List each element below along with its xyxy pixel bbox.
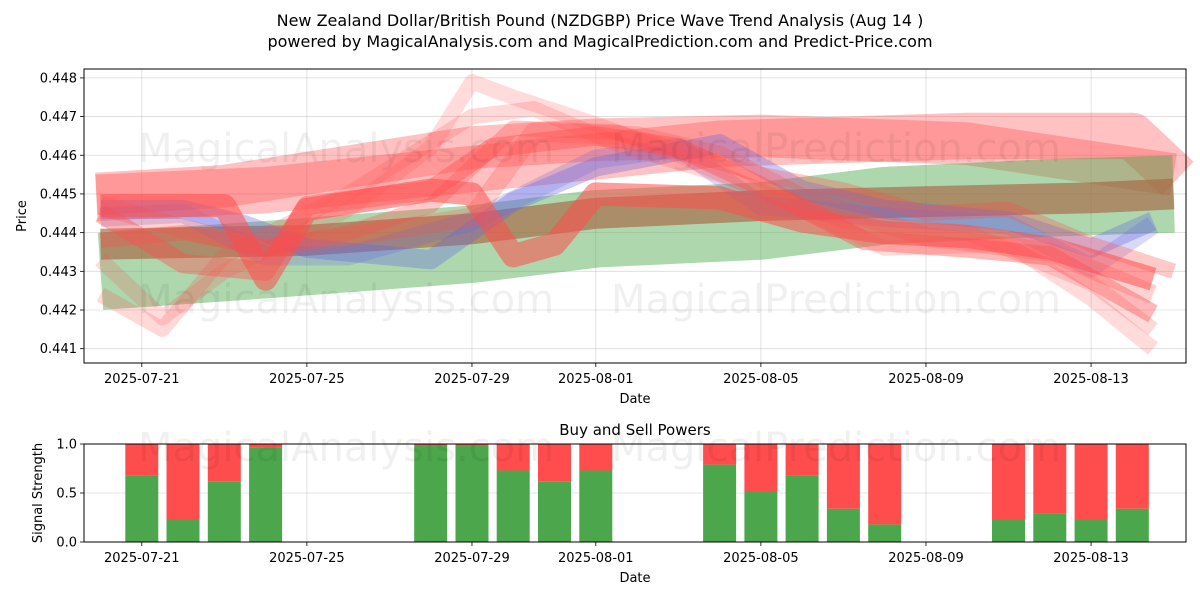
buy-bar <box>1033 513 1067 542</box>
sell-bar <box>1074 444 1108 520</box>
price-x-tick-label: 2025-08-13 <box>1053 372 1129 387</box>
watermark-analysis-signal: MagicalAnalysis.com <box>138 425 554 471</box>
signal-x-tick-label: 2025-08-05 <box>723 551 799 566</box>
price-x-tick-label: 2025-08-01 <box>558 372 634 387</box>
buy-bar <box>703 464 737 542</box>
price-wave-bands <box>95 74 1194 355</box>
wave-band-red-9 <box>100 178 1157 291</box>
price-y-tick-label: 0.441 <box>40 342 77 357</box>
sell-bar <box>868 444 902 525</box>
buy-bar <box>455 446 489 542</box>
watermark-prediction-signal: MagicalPrediction.com <box>611 425 1061 471</box>
sell-bar <box>1033 444 1067 514</box>
wave-band-red-11 <box>99 120 1177 279</box>
price-plot-frame <box>83 68 1187 364</box>
signal-x-tick-label: 2025-07-25 <box>269 551 345 566</box>
sell-bar <box>249 444 283 448</box>
price-plot: MagicalAnalysis.com MagicalPrediction.co… <box>15 68 1194 407</box>
price-y-tick-label: 0.448 <box>40 71 77 86</box>
price-x-tick-label: 2025-07-21 <box>104 372 180 387</box>
signal-bars <box>125 444 1149 542</box>
price-x-axis-label: Date <box>619 392 650 407</box>
sell-bar <box>207 444 241 482</box>
signal-title: Buy and Sell Powers <box>559 421 711 439</box>
buy-bar <box>166 519 200 542</box>
watermark-analysis-bottom: MagicalAnalysis.com <box>138 277 554 323</box>
watermark-analysis-top: MagicalAnalysis.com <box>138 126 554 172</box>
buy-bar <box>1074 519 1108 542</box>
sell-bar <box>785 444 819 476</box>
signal-x-tick-label: 2025-08-09 <box>888 551 964 566</box>
sell-bar <box>496 444 530 471</box>
buy-bar <box>992 519 1025 542</box>
buy-bar <box>826 508 860 542</box>
signal-y-tick-label: 1.0 <box>56 438 77 453</box>
wave-band-red-0 <box>95 112 1194 221</box>
price-x-tick-label: 2025-08-05 <box>723 372 799 387</box>
signal-x-tick-label: 2025-07-29 <box>434 551 510 566</box>
sell-bar <box>538 444 571 482</box>
wave-band-red-1 <box>95 114 1177 216</box>
price-y-tick-label: 0.446 <box>40 149 77 164</box>
buy-bar <box>496 470 530 542</box>
price-x-ticks: 2025-07-21 2025-07-25 2025-07-29 2025-08-01… <box>104 363 1129 387</box>
price-y-tick-label: 0.442 <box>40 304 77 319</box>
sell-bar <box>166 444 200 520</box>
sell-bar <box>1115 444 1149 509</box>
price-y-tick-label: 0.445 <box>40 187 77 202</box>
buy-bar <box>207 481 241 542</box>
price-x-tick-label: 2025-07-29 <box>434 372 510 387</box>
watermark-prediction-top: MagicalPrediction.com <box>611 126 1061 172</box>
price-y-tick-label: 0.443 <box>40 265 77 280</box>
buy-bar <box>125 475 159 542</box>
signal-x-ticks: 2025-07-21 2025-07-25 2025-07-29 2025-08-01… <box>104 542 1129 566</box>
signal-y-tick-label: 0.0 <box>56 536 77 551</box>
signal-x-axis-label: Date <box>619 571 650 586</box>
sell-bar <box>992 444 1025 520</box>
signal-x-tick-label: 2025-08-01 <box>558 551 634 566</box>
buy-bar <box>1115 508 1149 542</box>
watermark-prediction-bottom: MagicalPrediction.com <box>611 277 1061 323</box>
buy-bar <box>579 470 613 542</box>
sell-bar <box>744 444 778 492</box>
price-x-tick-label: 2025-07-25 <box>269 372 345 387</box>
chart-title-line1: New Zealand Dollar/British Pound (NZDGBP… <box>277 11 924 30</box>
price-y-tick-label: 0.447 <box>40 110 77 125</box>
sell-bar <box>455 444 489 446</box>
buy-bar <box>868 524 902 542</box>
price-y-ticks: 0.441 0.442 0.443 0.444 0.445 0.446 0.447 0.448 <box>40 71 84 357</box>
buy-bar <box>414 446 448 542</box>
signal-plot: Buy and Sell Powers MagicalAnalysis.com … <box>31 421 1187 586</box>
buy-bar <box>744 492 778 542</box>
wave-band-red-10 <box>95 126 1158 323</box>
signal-x-tick-label: 2025-07-21 <box>104 551 180 566</box>
signal-y-ticks: 0.0 0.5 1.0 <box>56 438 84 551</box>
sell-bar <box>414 444 448 446</box>
price-y-axis-label: Price <box>15 200 30 232</box>
sell-bar <box>579 444 613 471</box>
signal-x-tick-label: 2025-08-13 <box>1053 551 1129 566</box>
buy-bar <box>249 447 283 542</box>
sell-bar <box>125 444 159 476</box>
signal-y-axis-label: Signal Strength <box>31 443 46 543</box>
sell-bar <box>703 444 737 465</box>
sell-bar <box>826 444 860 509</box>
price-y-tick-label: 0.444 <box>40 226 77 241</box>
buy-bar <box>785 475 819 542</box>
price-x-tick-label: 2025-08-09 <box>888 372 964 387</box>
signal-y-tick-label: 0.5 <box>56 487 77 502</box>
buy-bar <box>538 481 571 542</box>
wave-band-brown-3 <box>100 178 1175 260</box>
chart-title-line2: powered by MagicalAnalysis.com and Magic… <box>267 32 932 51</box>
